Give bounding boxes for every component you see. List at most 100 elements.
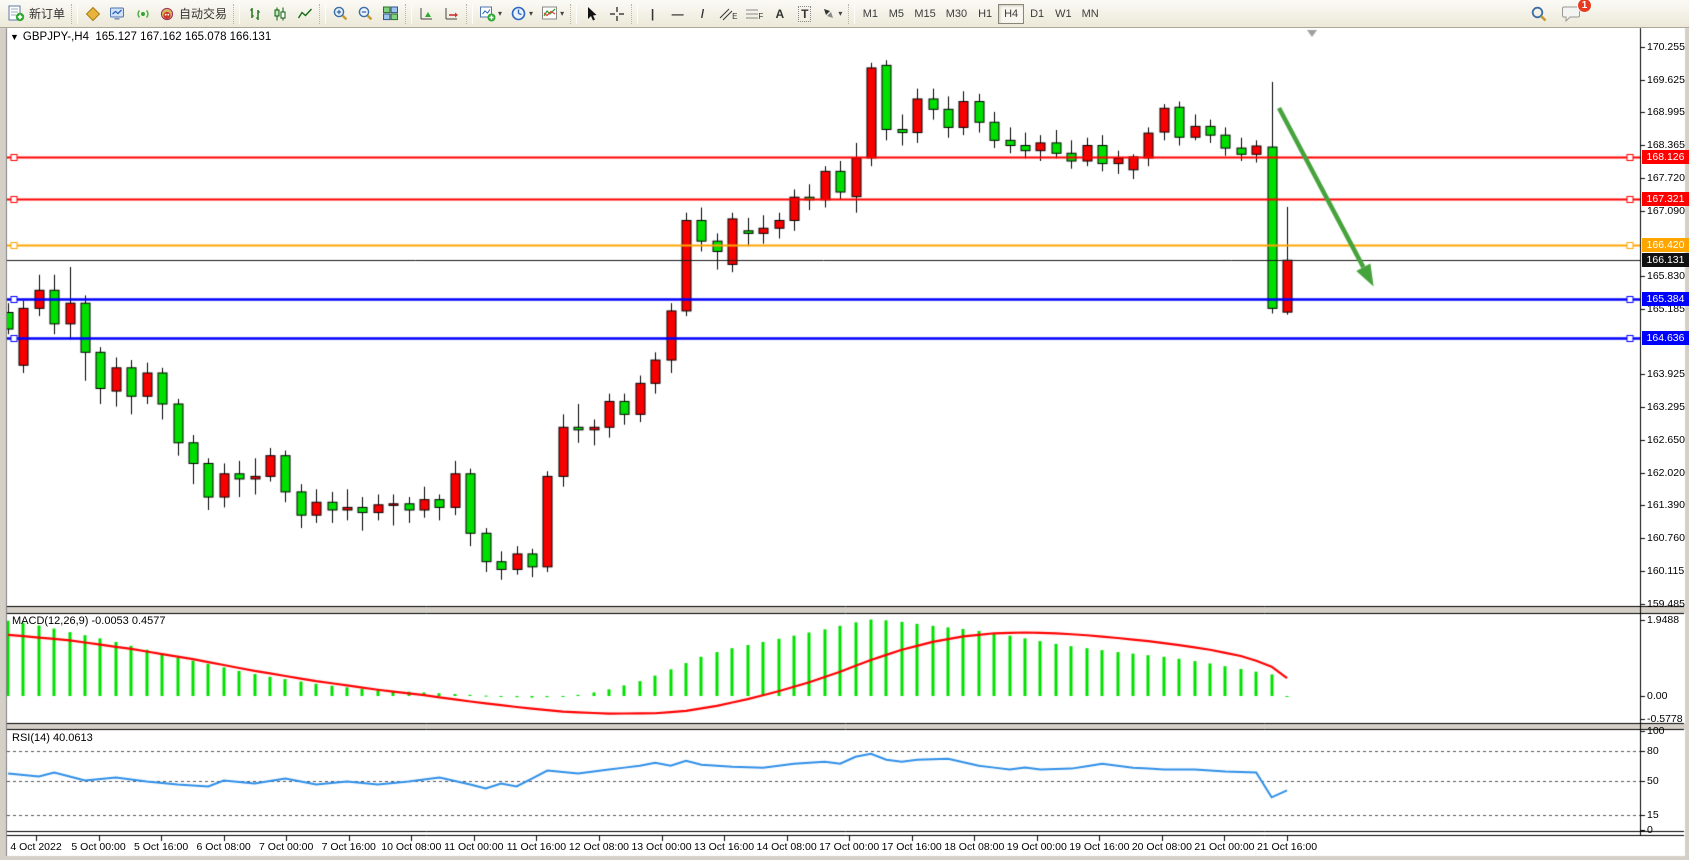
rsi-name: RSI(14) bbox=[12, 732, 50, 744]
timeframe-button-m30[interactable]: M30 bbox=[945, 7, 968, 20]
date-axis-label: 17 Oct 16:00 bbox=[881, 841, 942, 853]
auto-scroll-icon bbox=[418, 6, 435, 22]
tile-windows-button[interactable] bbox=[378, 2, 403, 26]
new-chart-button[interactable]: ▾ bbox=[475, 2, 506, 26]
text-tool-icon: A bbox=[775, 6, 785, 21]
date-axis-label: 21 Oct 00:00 bbox=[1194, 841, 1255, 853]
price-axis-tick: 163.925 bbox=[1647, 368, 1685, 381]
price-axis-tick: 167.720 bbox=[1647, 172, 1685, 185]
date-axis-label: 13 Oct 00:00 bbox=[631, 841, 692, 853]
signal-icon bbox=[135, 6, 151, 22]
tile-windows-icon bbox=[382, 5, 399, 22]
date-axis-label: 12 Oct 08:00 bbox=[568, 841, 629, 853]
chart-title: ▼ GBPJPY-,H4 165.127 167.162 165.078 166.… bbox=[10, 31, 271, 43]
charts-profile-button[interactable] bbox=[80, 2, 105, 26]
monitor-icon bbox=[109, 6, 126, 22]
trendline-tool[interactable]: / bbox=[690, 2, 715, 26]
arrows-dropdown-arrow[interactable]: ▾ bbox=[838, 9, 843, 18]
cursor-button[interactable] bbox=[579, 2, 604, 26]
date-axis-label: 19 Oct 16:00 bbox=[1069, 841, 1130, 853]
fibonacci-tool[interactable]: F bbox=[741, 2, 767, 26]
channel-tool[interactable]: E bbox=[715, 2, 741, 26]
fibonacci-letter: F bbox=[758, 12, 764, 21]
bar-chart-button[interactable] bbox=[242, 2, 267, 26]
timeframe-button-w1[interactable]: W1 bbox=[1055, 7, 1072, 20]
line-chart-icon bbox=[297, 6, 313, 22]
zoom-out-icon bbox=[357, 5, 374, 22]
date-axis-label: 10 Oct 08:00 bbox=[381, 841, 442, 853]
chart-menu-arrow[interactable]: ▼ bbox=[10, 32, 19, 42]
text-label-tool[interactable]: T bbox=[792, 2, 817, 26]
rsi-axis-tick: 50 bbox=[1647, 774, 1659, 787]
price-line-badge: 167.321 bbox=[1642, 191, 1689, 206]
price-axis-tick: 167.090 bbox=[1647, 204, 1685, 217]
auto-trading-icon bbox=[159, 6, 175, 22]
main-toolbar: 新订单 自动交易 bbox=[0, 0, 1689, 28]
toolbar-separator bbox=[405, 3, 413, 24]
timeframe-button-m5[interactable]: M5 bbox=[888, 7, 904, 20]
toolbar-separator bbox=[631, 3, 639, 24]
date-axis-label: 17 Oct 00:00 bbox=[819, 841, 880, 853]
price-axis-tick: 163.295 bbox=[1647, 400, 1685, 413]
new-chart-icon bbox=[479, 5, 496, 22]
auto-trading-label: 自动交易 bbox=[179, 7, 228, 21]
timeframe-button-h1[interactable]: H1 bbox=[978, 7, 993, 20]
arrows-tool[interactable]: ▾ bbox=[817, 2, 846, 26]
timeframe-button-m15[interactable]: M15 bbox=[914, 7, 936, 20]
timeframe-button-mn[interactable]: MN bbox=[1081, 7, 1099, 20]
periods-dropdown-arrow[interactable]: ▾ bbox=[529, 9, 534, 18]
chart-ohlc-values: 165.127 167.162 165.078 166.131 bbox=[95, 31, 272, 43]
clock-icon bbox=[510, 5, 527, 22]
rsi-axis-tick: 100 bbox=[1647, 725, 1665, 737]
timeframe-button-d1[interactable]: D1 bbox=[1030, 7, 1045, 20]
price-line-badge: 164.636 bbox=[1642, 330, 1689, 345]
date-axis-label: 7 Oct 00:00 bbox=[259, 841, 314, 853]
signals-button[interactable] bbox=[130, 2, 155, 26]
price-axis-tick: 159.485 bbox=[1647, 597, 1685, 610]
crosshair-button[interactable] bbox=[604, 2, 629, 26]
auto-scroll-button[interactable] bbox=[414, 2, 439, 26]
price-line-badge: 166.420 bbox=[1642, 238, 1689, 253]
toolbar-separator bbox=[233, 3, 241, 24]
toolbar-separator bbox=[466, 3, 474, 24]
notifications-button[interactable]: 1 bbox=[1558, 0, 1592, 26]
price-axis-tick: 165.830 bbox=[1647, 269, 1685, 282]
rsi-indicator-label: RSI(14) 40.0613 bbox=[12, 732, 93, 744]
date-axis-label: 20 Oct 08:00 bbox=[1131, 841, 1192, 853]
timeframe-button-h4[interactable]: H4 bbox=[998, 3, 1025, 24]
candlestick-chart-button[interactable] bbox=[267, 2, 292, 26]
new-chart-dropdown-arrow[interactable]: ▾ bbox=[498, 9, 503, 18]
date-axis-label: 21 Oct 16:00 bbox=[1256, 841, 1318, 853]
macd-axis-tick: 0.00 bbox=[1647, 690, 1668, 702]
candlestick-icon bbox=[272, 6, 288, 22]
search-button[interactable] bbox=[1526, 2, 1552, 26]
price-axis-tick: 162.020 bbox=[1647, 466, 1685, 479]
text-tool[interactable]: A bbox=[767, 2, 792, 26]
toolbar-separator bbox=[71, 3, 79, 24]
date-axis-label: 11 Oct 00:00 bbox=[444, 841, 504, 853]
new-order-button[interactable]: 新订单 bbox=[4, 2, 69, 26]
macd-indicator-label: MACD(12,26,9) -0.0053 0.4577 bbox=[12, 615, 166, 627]
current-price-badge: 166.131 bbox=[1642, 253, 1689, 268]
date-axis-label: 6 Oct 08:00 bbox=[196, 841, 251, 853]
horizontal-line-tool[interactable]: — bbox=[665, 2, 690, 26]
zoom-out-button[interactable] bbox=[353, 2, 378, 26]
chart-shift-button[interactable] bbox=[439, 2, 464, 26]
auto-trading-button[interactable]: 自动交易 bbox=[155, 2, 231, 26]
vertical-line-tool[interactable]: | bbox=[640, 2, 665, 26]
chart-symbol-period: GBPJPY-,H4 bbox=[22, 31, 89, 43]
rsi-axis-tick: 0 bbox=[1647, 824, 1653, 836]
periods-button[interactable]: ▾ bbox=[506, 2, 537, 26]
indicators-dropdown-arrow[interactable]: ▾ bbox=[560, 9, 565, 18]
date-axis-label: 5 Oct 16:00 bbox=[133, 841, 189, 853]
new-order-icon bbox=[8, 5, 25, 22]
timeframe-button-m1[interactable]: M1 bbox=[862, 7, 878, 20]
date-axis-label: 4 Oct 2022 bbox=[10, 841, 62, 853]
market-watch-button[interactable] bbox=[105, 2, 130, 26]
date-axis-label: 5 Oct 00:00 bbox=[71, 841, 126, 853]
indicators-button[interactable]: ▾ bbox=[537, 2, 568, 26]
zoom-in-button[interactable] bbox=[328, 2, 353, 26]
channel-letter: E bbox=[732, 12, 738, 21]
line-chart-button[interactable] bbox=[292, 2, 317, 26]
